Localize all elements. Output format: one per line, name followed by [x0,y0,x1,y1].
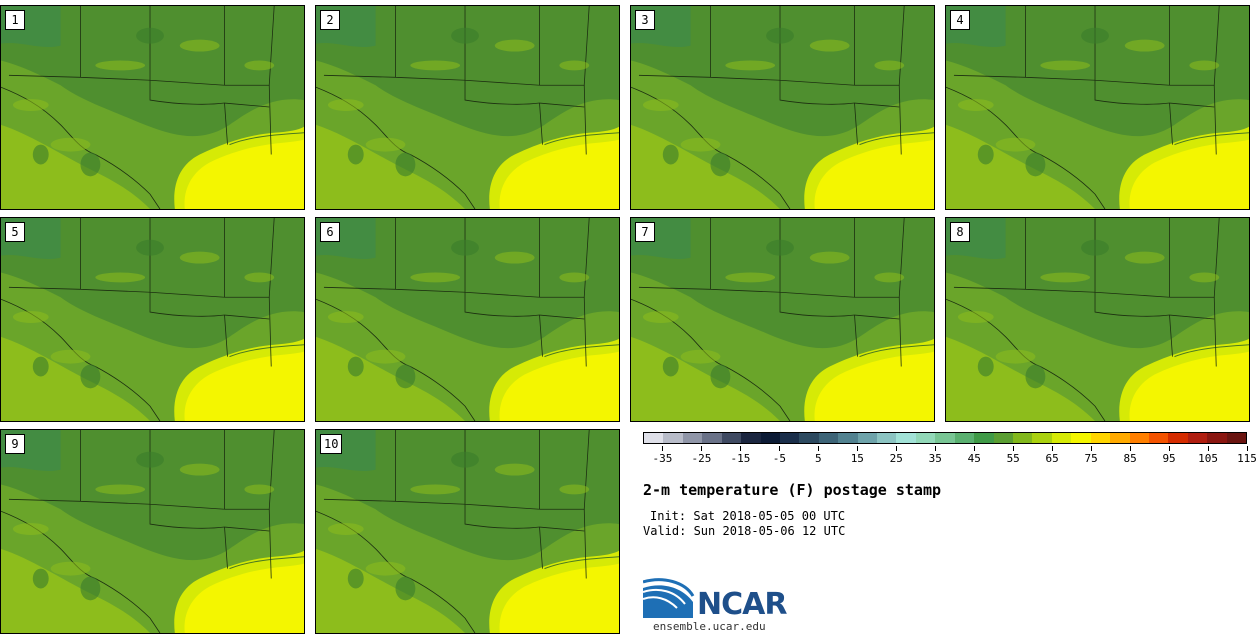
member-number-label: 10 [320,434,343,454]
colorbar-tick-label: 95 [1162,452,1176,465]
colorbar-swatch [1110,433,1130,443]
colorbar-swatch [1013,433,1033,443]
colorbar-tick-label: 25 [889,452,903,465]
member-number-label: 7 [635,222,655,242]
colorbar-swatch [1090,433,1111,443]
colorbar-swatch [1187,433,1208,443]
ensemble-member-panel: 3 [630,5,935,210]
colorbar-tick-label: 75 [1084,452,1098,465]
colorbar-swatch [721,433,742,443]
colorbar-tick-label: 5 [815,452,822,465]
member-number-label: 4 [950,10,970,30]
ensemble-member-panel: 8 [945,217,1250,422]
colorbar-tick-label: -15 [730,452,751,465]
colorbar-tick-label: 105 [1198,452,1218,465]
colorbar-ticks: -35 -25 -15 -5 5 15 25 35 45 55 65 75 85 95 105 115 [643,446,1257,468]
member-number-label: 1 [5,10,25,30]
member-number-label: 8 [950,222,970,242]
colorbar-tick-label: 45 [967,452,981,465]
colorbar-swatch [935,433,955,443]
init-time: Init: Sat 2018-05-05 00 UTC [650,509,846,523]
colorbar-swatch [760,433,780,443]
colorbar-swatch [915,433,936,443]
ensemble-member-panel: 5 [0,217,305,422]
colorbar-swatch [1129,433,1149,443]
colorbar-tick [662,446,664,451]
colorbar-swatch [857,433,878,443]
colorbar-swatch [663,433,683,443]
colorbar-tick [935,446,937,451]
colorbar-tick [1091,446,1093,451]
ensemble-member-panel: 9 [0,429,305,634]
colorbar-tick-label: -5 [772,452,786,465]
temperature-colorbar [643,432,1247,444]
ensemble-member-panel: 4 [945,5,1250,210]
colorbar-tick [1208,446,1210,451]
colorbar-tick [779,446,781,451]
ensemble-member-panel: 2 [315,5,620,210]
colorbar-swatch [954,433,975,443]
ensemble-member-panel: 1 [0,5,305,210]
colorbar-swatch [1168,433,1188,443]
colorbar-swatch [741,433,761,443]
colorbar-swatch [818,433,839,443]
colorbar-swatch [1226,433,1247,443]
colorbar-swatch [974,433,994,443]
colorbar-swatch [644,433,664,443]
colorbar-tick-label: 15 [850,452,864,465]
colorbar-tick-label: 115 [1237,452,1257,465]
colorbar-tick-label: 85 [1123,452,1137,465]
ensemble-member-panel: 10 [315,429,620,634]
colorbar-tick-label: 35 [928,452,942,465]
colorbar-tick-label: -35 [652,452,673,465]
colorbar-tick [1130,446,1132,451]
member-number-label: 2 [320,10,340,30]
colorbar-swatch [682,433,703,443]
ensemble-member-panel: 7 [630,217,935,422]
colorbar-swatch [877,433,897,443]
colorbar-tick [1247,446,1248,451]
website-url: ensemble.ucar.edu [653,620,766,633]
colorbar-swatch [1148,433,1169,443]
colorbar-tick [818,446,820,451]
valid-time: Valid: Sun 2018-05-06 12 UTC [643,524,846,538]
colorbar-swatch [1032,433,1052,443]
colorbar-tick-label: 55 [1006,452,1020,465]
colorbar-tick [974,446,976,451]
ncar-logo-icon [643,578,695,618]
colorbar-tick-label: -25 [691,452,712,465]
member-number-label: 6 [320,222,340,242]
colorbar-tick [857,446,859,451]
ncar-logo-text: NCAR [697,587,787,622]
colorbar-swatch [1071,433,1091,443]
member-number-label: 3 [635,10,655,30]
colorbar-swatch [838,433,858,443]
member-number-label: 5 [5,222,25,242]
colorbar-tick [740,446,742,451]
colorbar-swatch [1207,433,1227,443]
colorbar-swatch [1051,433,1072,443]
colorbar-swatch [993,433,1014,443]
colorbar-tick [701,446,703,451]
ensemble-member-panel: 6 [315,217,620,422]
colorbar-tick-label: 65 [1045,452,1059,465]
colorbar-tick [1169,446,1171,451]
colorbar-swatch [702,433,722,443]
colorbar-tick [1013,446,1015,451]
colorbar-tick [1052,446,1054,451]
colorbar-swatch [896,433,916,443]
colorbar-swatch [779,433,800,443]
colorbar-swatch [799,433,819,443]
member-number-label: 9 [5,434,25,454]
map-title: 2-m temperature (F) postage stamp [643,481,942,499]
colorbar-tick [896,446,898,451]
